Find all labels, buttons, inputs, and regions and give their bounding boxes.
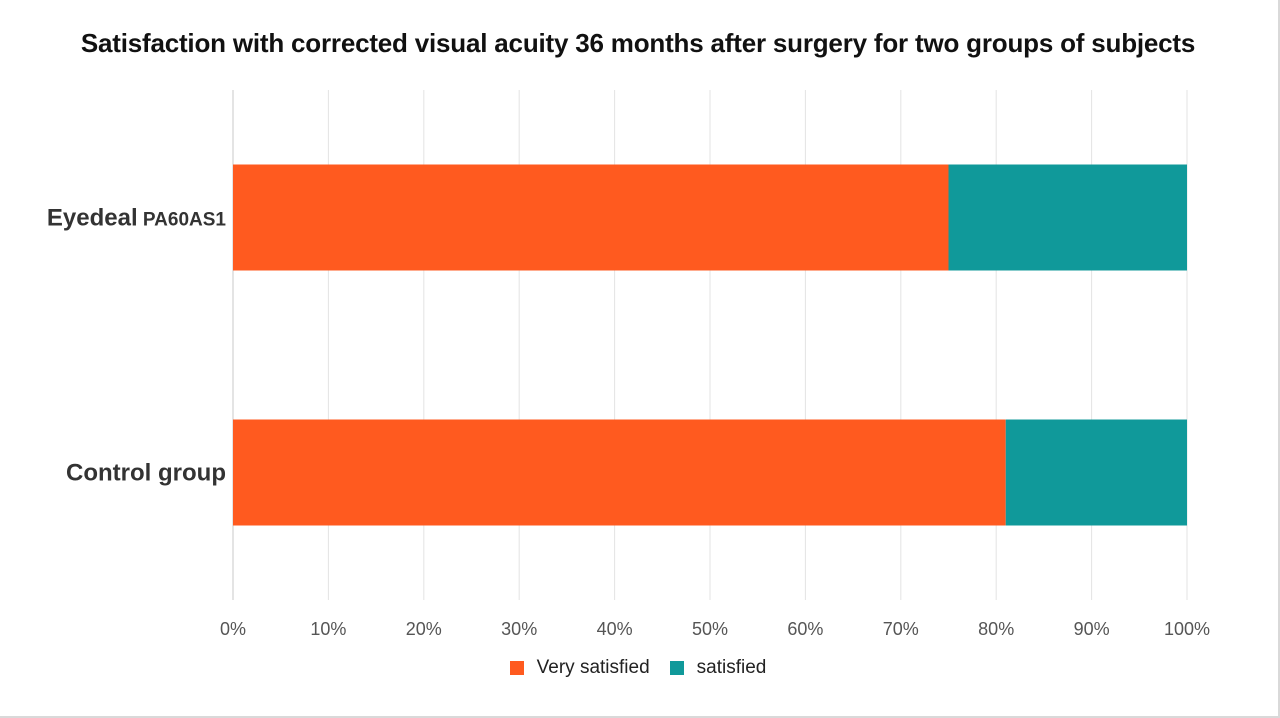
legend-item: Very satisfied	[509, 657, 650, 679]
category-label: Eyedeal PA60AS1	[47, 205, 227, 232]
x-tick-label: 10%	[310, 619, 346, 639]
x-tick-label: 100%	[1164, 619, 1210, 639]
x-tick-label: 40%	[597, 619, 633, 639]
category-label-main: Eyedeal	[47, 205, 138, 232]
x-tick-label: 30%	[501, 619, 537, 639]
legend-label: satisfied	[696, 657, 767, 678]
x-tick-label: 80%	[978, 619, 1014, 639]
bar-segment-satisfied	[948, 164, 1187, 271]
x-tick-label: 0%	[220, 619, 246, 639]
x-tick-label: 70%	[883, 619, 919, 639]
legend-swatch	[509, 661, 524, 675]
chart-title: Satisfaction with corrected visual acuit…	[80, 28, 1196, 58]
category-label-main: Control group	[66, 460, 226, 487]
category-label-sub: PA60AS1	[138, 210, 227, 231]
x-tick-label: 60%	[787, 619, 823, 639]
x-tick-label: 20%	[406, 619, 442, 639]
chart-legend: Very satisfied satisfied	[0, 657, 1276, 679]
x-tick-label: 50%	[692, 619, 728, 639]
legend-label: Very satisfied	[536, 657, 650, 678]
bar-segment-very-satisfied	[233, 419, 1006, 526]
category-label: Control group	[66, 460, 226, 487]
legend-swatch	[669, 661, 684, 675]
legend-item: satisfied	[669, 657, 767, 679]
bar-segment-very-satisfied	[233, 164, 949, 271]
x-tick-label: 90%	[1074, 619, 1110, 639]
bar-segment-satisfied	[1005, 419, 1187, 526]
